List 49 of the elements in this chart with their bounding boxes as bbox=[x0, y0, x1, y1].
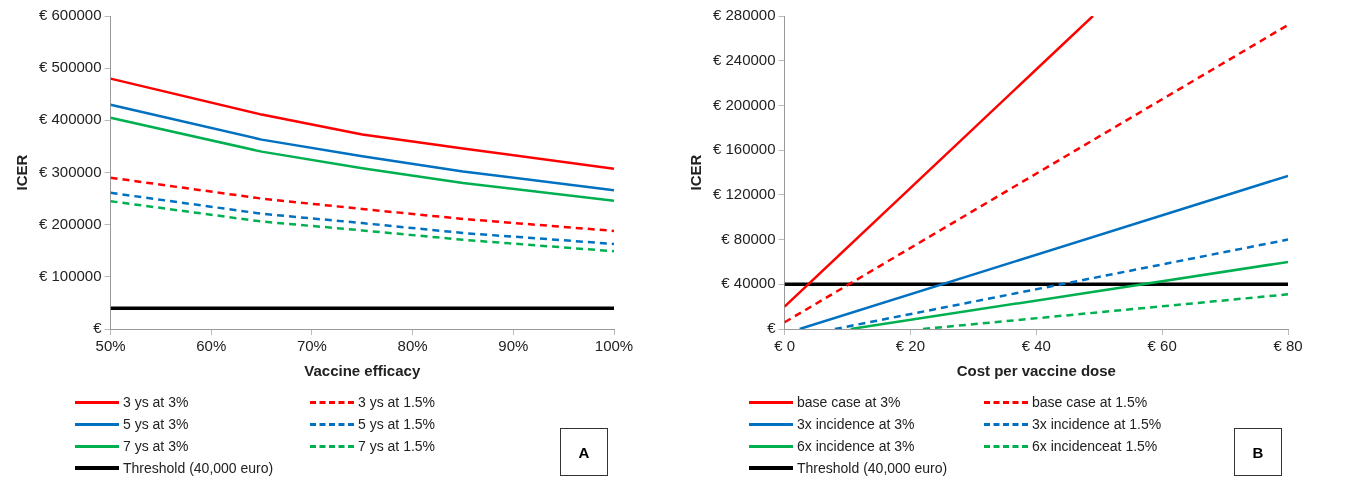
legend-label: 5 ys at 1.5% bbox=[358, 416, 436, 432]
legend-label: 3 ys at 3% bbox=[123, 394, 189, 410]
x-tick-label: € 80 bbox=[1273, 337, 1303, 355]
legend-label: 3x incidence at 3% bbox=[797, 416, 915, 432]
y-tick-label: € 600000 bbox=[38, 6, 102, 24]
text: A bbox=[560, 428, 608, 476]
y-tick-label: € bbox=[93, 319, 103, 337]
line-series bbox=[110, 191, 614, 246]
y-tick-label: € 200000 bbox=[712, 95, 776, 113]
y-tick-label: € 300000 bbox=[38, 162, 102, 180]
x-axis-title: Vaccine efficacy bbox=[304, 362, 421, 380]
y-tick-label: € bbox=[767, 319, 777, 337]
x-tick-label: € 40 bbox=[1021, 337, 1051, 355]
y-tick-label: € 100000 bbox=[38, 266, 102, 284]
y-axis-title: ICER bbox=[687, 154, 705, 191]
x-tick-label: 60% bbox=[196, 337, 227, 355]
x-tick-label: 80% bbox=[397, 337, 428, 355]
x-tick-label: € 60 bbox=[1147, 337, 1177, 355]
line-series bbox=[110, 176, 614, 233]
legend-label: 3x incidence at 1.5% bbox=[1032, 416, 1162, 432]
x-tick-label: 50% bbox=[95, 337, 126, 355]
x-tick-label: 100% bbox=[594, 337, 634, 355]
legend-label: 7 ys at 3% bbox=[123, 438, 189, 454]
legend-label: base case at 3% bbox=[797, 394, 901, 410]
line-series bbox=[110, 199, 614, 253]
x-tick-label: 70% bbox=[296, 337, 327, 355]
y-tick-label: € 200000 bbox=[38, 214, 102, 232]
legend-label: Threshold (40,000 euro) bbox=[123, 460, 274, 476]
y-tick-label: € 80000 bbox=[721, 229, 776, 247]
legend-label: 6x incidence at 3% bbox=[797, 438, 915, 454]
y-tick-label: € 400000 bbox=[38, 110, 102, 128]
legend-label: 7 ys at 1.5% bbox=[358, 438, 436, 454]
x-tick-label: € 0 bbox=[774, 337, 795, 355]
legend-label: Threshold (40,000 euro) bbox=[797, 460, 948, 476]
y-tick-label: € 120000 bbox=[712, 185, 776, 202]
y-axis-title: ICER bbox=[13, 154, 31, 191]
y-tick-label: € 160000 bbox=[712, 140, 776, 158]
text: B bbox=[1234, 428, 1282, 476]
legend-label: 3 ys at 1.5% bbox=[358, 394, 436, 410]
x-tick-label: 90% bbox=[498, 337, 529, 355]
y-tick-label: € 40000 bbox=[721, 274, 776, 292]
y-tick-label: € 280000 bbox=[712, 6, 776, 24]
y-tick-label: € 240000 bbox=[712, 50, 776, 68]
y-tick-label: € 500000 bbox=[38, 58, 102, 76]
legend-label: 6x incidenceat 1.5% bbox=[1032, 438, 1158, 454]
legend-label: base case at 1.5% bbox=[1032, 394, 1148, 410]
legend-label: 5 ys at 3% bbox=[123, 416, 189, 432]
x-axis-title: Cost per vaccine dose bbox=[956, 362, 1116, 380]
x-tick-label: € 20 bbox=[895, 337, 926, 355]
